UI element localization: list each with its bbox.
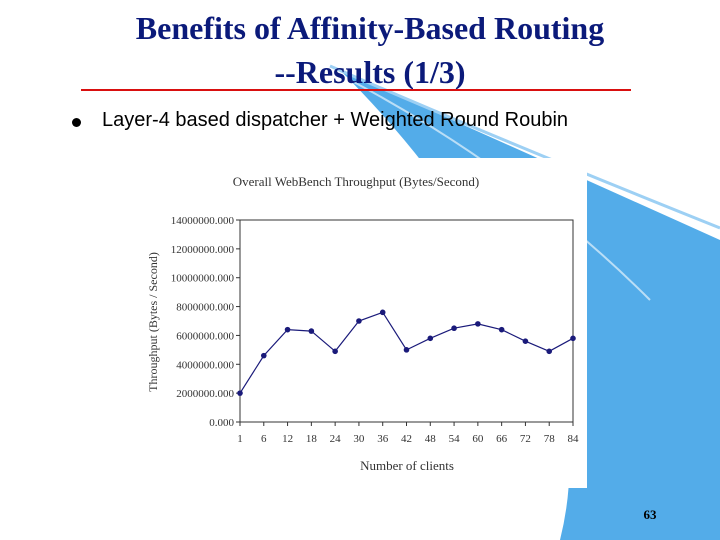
data-point: [379, 309, 386, 316]
data-point: [332, 348, 338, 355]
y-tick-label: 12000000.000: [171, 244, 235, 256]
x-tick-label: 48: [425, 433, 437, 445]
y-tick-label: 0.000: [209, 417, 234, 429]
slide-title: Benefits of Affinity-Based Routing --Res…: [60, 6, 680, 94]
x-tick-label: 36: [377, 433, 389, 445]
slide-title-line-2: --Results (1/3): [274, 54, 466, 90]
plot-area-frame: [239, 219, 574, 423]
y-tick-label: 2000000.000: [176, 388, 234, 400]
data-point: [356, 318, 362, 324]
data-point: [522, 338, 529, 344]
bullet-item: Layer-4 based dispatcher + Weighted Roun…: [72, 109, 568, 132]
y-tick-label: 14000000.000: [171, 215, 235, 227]
data-point: [570, 335, 576, 342]
y-tick-label: 6000000.000: [176, 330, 234, 342]
y-axis-label: Throughput (Bytes / Second): [146, 252, 160, 392]
y-tick-label: 10000000.000: [171, 273, 235, 285]
data-point: [427, 335, 434, 342]
x-tick-label: 24: [330, 433, 342, 445]
data-point: [237, 390, 243, 396]
x-tick-label: 54: [449, 433, 461, 445]
x-tick-label: 66: [496, 433, 508, 445]
bullet-dot-icon: [72, 117, 81, 127]
x-tick-label: 72: [520, 433, 531, 445]
x-tick-label: 12: [282, 433, 293, 445]
x-tick-label: 78: [544, 433, 556, 445]
x-tick-label: 1: [237, 433, 243, 445]
x-tick-label: 18: [306, 433, 318, 445]
data-point: [546, 348, 553, 355]
data-point: [308, 328, 315, 334]
x-tick-label: 60: [472, 433, 484, 445]
chart-panel: Overall WebBench Throughput (Bytes/Secon…: [124, 158, 587, 488]
y-tick-label: 8000000.000: [176, 302, 234, 314]
title-divider: [81, 89, 631, 91]
chart-title: Overall WebBench Throughput (Bytes/Secon…: [233, 174, 480, 189]
data-point: [498, 326, 505, 333]
x-tick-label: 6: [261, 433, 267, 445]
x-tick-label: 30: [353, 433, 365, 445]
data-point: [260, 352, 267, 359]
y-tick-label: 4000000.000: [176, 359, 234, 371]
x-axis-label: Number of clients: [360, 458, 454, 473]
data-point: [284, 326, 291, 333]
x-tick-label: 84: [568, 433, 580, 445]
slide-title-line-1: Benefits of Affinity-Based Routing: [135, 10, 605, 46]
data-point: [451, 325, 457, 332]
throughput-chart: Overall WebBench Throughput (Bytes/Secon…: [146, 174, 580, 473]
data-point: [403, 347, 410, 353]
page-number: 63: [643, 507, 657, 522]
data-point: [475, 321, 481, 327]
x-tick-label: 42: [401, 433, 412, 445]
bullet-text: Layer-4 based dispatcher + Weighted Roun…: [102, 109, 569, 131]
